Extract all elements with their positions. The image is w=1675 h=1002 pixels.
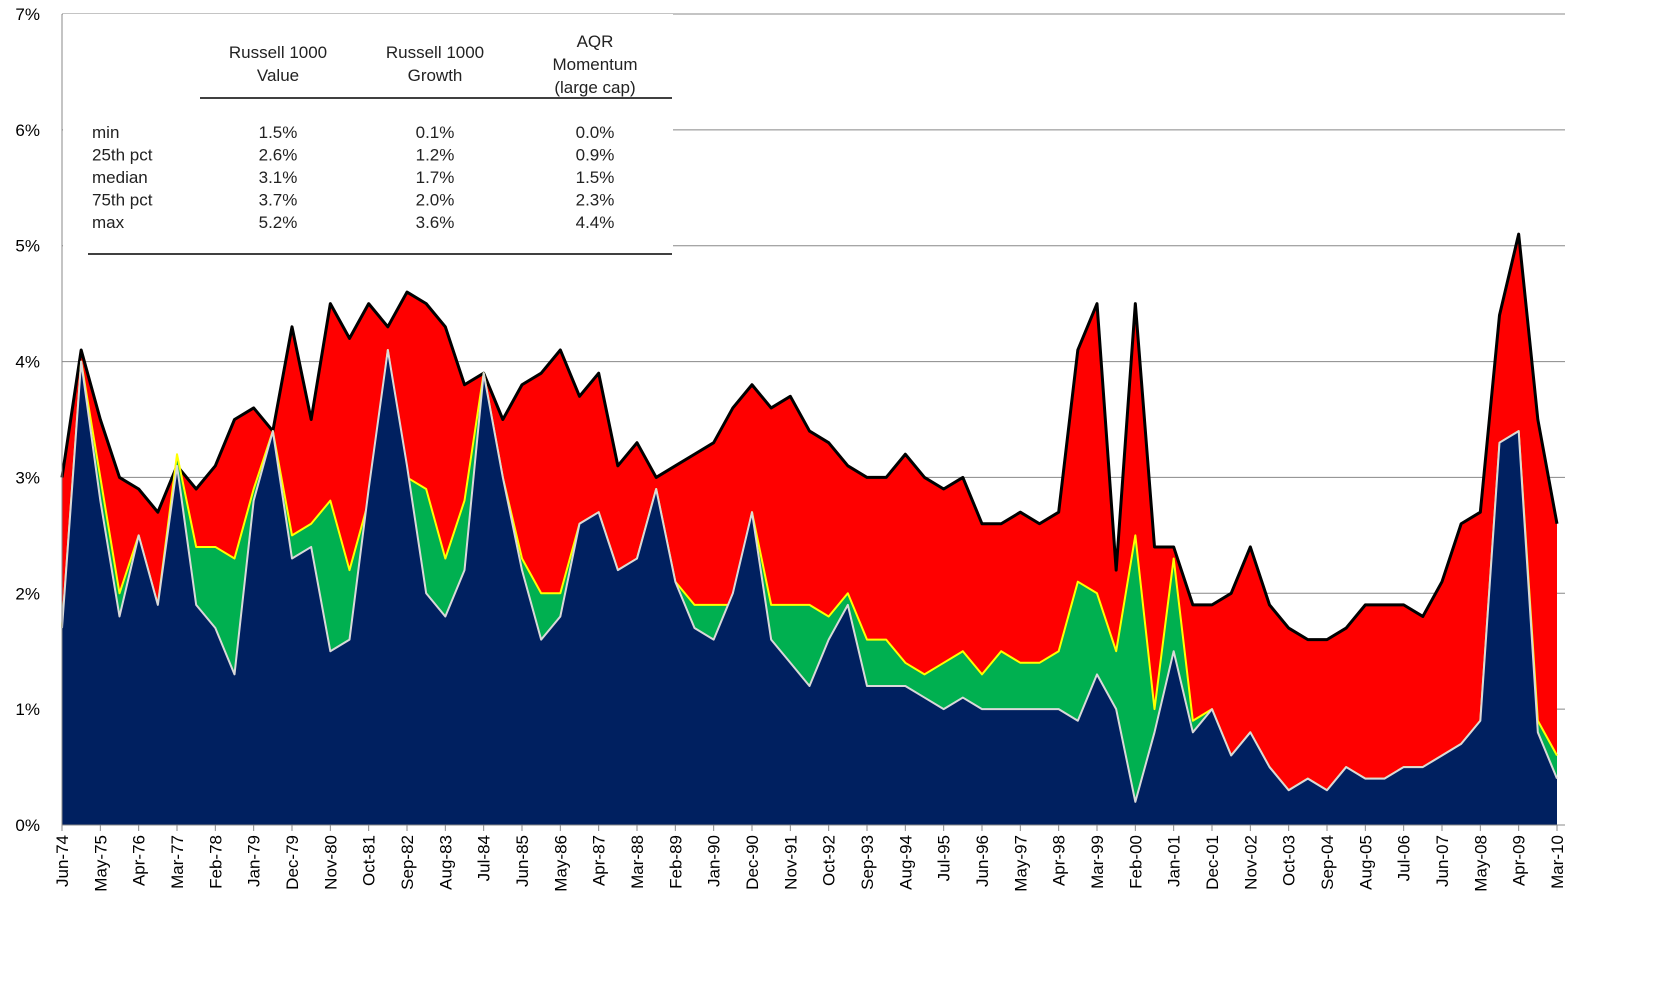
x-tick-label: Apr-98: [1050, 835, 1069, 886]
x-tick-label: Jul-84: [475, 835, 494, 881]
cell: 5.2%: [259, 213, 298, 232]
y-tick-label: 2%: [15, 584, 40, 603]
x-tick-label: Sep-82: [398, 835, 417, 890]
x-tick-label: Jun-96: [973, 835, 992, 887]
cell: 4.4%: [576, 213, 615, 232]
x-tick-label: Dec-79: [283, 835, 302, 890]
x-tick-label: May-08: [1471, 835, 1490, 892]
y-tick-label: 6%: [15, 121, 40, 140]
cell: 0.0%: [576, 123, 615, 142]
column-header: Momentum: [552, 55, 637, 74]
column-header: (large cap): [554, 78, 635, 97]
y-tick-label: 7%: [15, 5, 40, 24]
cell: 1.2%: [416, 146, 455, 165]
x-tick-label: Aug-05: [1356, 835, 1375, 890]
x-tick-label: Oct-03: [1280, 835, 1299, 886]
x-tick-label: Nov-91: [781, 835, 800, 890]
x-tick-label: May-86: [551, 835, 570, 892]
x-tick-label: Jan-90: [705, 835, 724, 887]
x-tick-label: Apr-87: [590, 835, 609, 886]
cell: 2.0%: [416, 191, 455, 210]
area-outline: [60, 232, 1559, 642]
x-tick-label: Jul-95: [935, 835, 954, 881]
cell: 2.3%: [576, 191, 615, 210]
area-outline: [61, 348, 1558, 803]
x-tick-label: Feb-78: [206, 835, 225, 889]
y-tick-label: 3%: [15, 468, 40, 487]
x-tick-label: Mar-10: [1548, 835, 1567, 889]
x-tick-label: Jul-06: [1395, 835, 1414, 881]
x-tick-label: Mar-99: [1088, 835, 1107, 889]
x-tick-label: Feb-00: [1126, 835, 1145, 889]
row-label: 25th pct: [92, 146, 153, 165]
column-header: Value: [257, 66, 299, 85]
cell: 3.1%: [259, 168, 298, 187]
row-label: 75th pct: [92, 191, 153, 210]
x-tick-label: Apr-76: [130, 835, 149, 886]
y-tick-label: 1%: [15, 700, 40, 719]
x-tick-label: Sep-04: [1318, 835, 1337, 890]
cell: 3.7%: [259, 191, 298, 210]
x-tick-label: Aug-94: [896, 835, 915, 890]
column-header: Russell 1000: [229, 43, 327, 62]
x-tick-label: Oct-81: [360, 835, 379, 886]
y-tick-label: 5%: [15, 237, 40, 256]
row-label: median: [92, 168, 148, 187]
x-tick-label: Mar-88: [628, 835, 647, 889]
x-tick-label: Nov-80: [321, 835, 340, 890]
cell: 1.5%: [259, 123, 298, 142]
x-tick-label: Jan-79: [245, 835, 264, 887]
x-tick-label: Oct-92: [820, 835, 839, 886]
row-label: min: [92, 123, 119, 142]
x-tick-label: Dec-90: [743, 835, 762, 890]
x-tick-label: May-75: [91, 835, 110, 892]
cell: 1.5%: [576, 168, 615, 187]
column-header: Russell 1000: [386, 43, 484, 62]
x-tick-label: Mar-77: [168, 835, 187, 889]
cell: 0.1%: [416, 123, 455, 142]
x-tick-label: May-97: [1011, 835, 1030, 892]
cell: 2.6%: [259, 146, 298, 165]
stats-table: Russell 1000 Value Russell 1000 Growth AQR Mo…: [63, 14, 673, 255]
x-tick-label: Feb-89: [666, 835, 685, 889]
column-header: AQR: [577, 32, 614, 51]
x-tick-label: Jun-85: [513, 835, 532, 887]
y-tick-label: 0%: [15, 816, 40, 835]
x-tick-label: Sep-93: [858, 835, 877, 890]
column-header: Growth: [408, 66, 463, 85]
y-tick-label: 4%: [15, 353, 40, 372]
x-tick-label: Nov-02: [1241, 835, 1260, 890]
cell: 0.9%: [576, 146, 615, 165]
x-tick-label: Apr-09: [1510, 835, 1529, 886]
x-tick-label: Dec-01: [1203, 835, 1222, 890]
row-label: max: [92, 213, 125, 232]
cell: 3.6%: [416, 213, 455, 232]
cell: 1.7%: [416, 168, 455, 187]
area: [62, 349, 1557, 825]
table-background: [63, 14, 673, 254]
x-tick-label: Jun-74: [53, 835, 72, 887]
x-tick-label: Aug-83: [436, 835, 455, 890]
x-tick-label: Jan-01: [1165, 835, 1184, 887]
x-tick-label: Jun-07: [1433, 835, 1452, 887]
